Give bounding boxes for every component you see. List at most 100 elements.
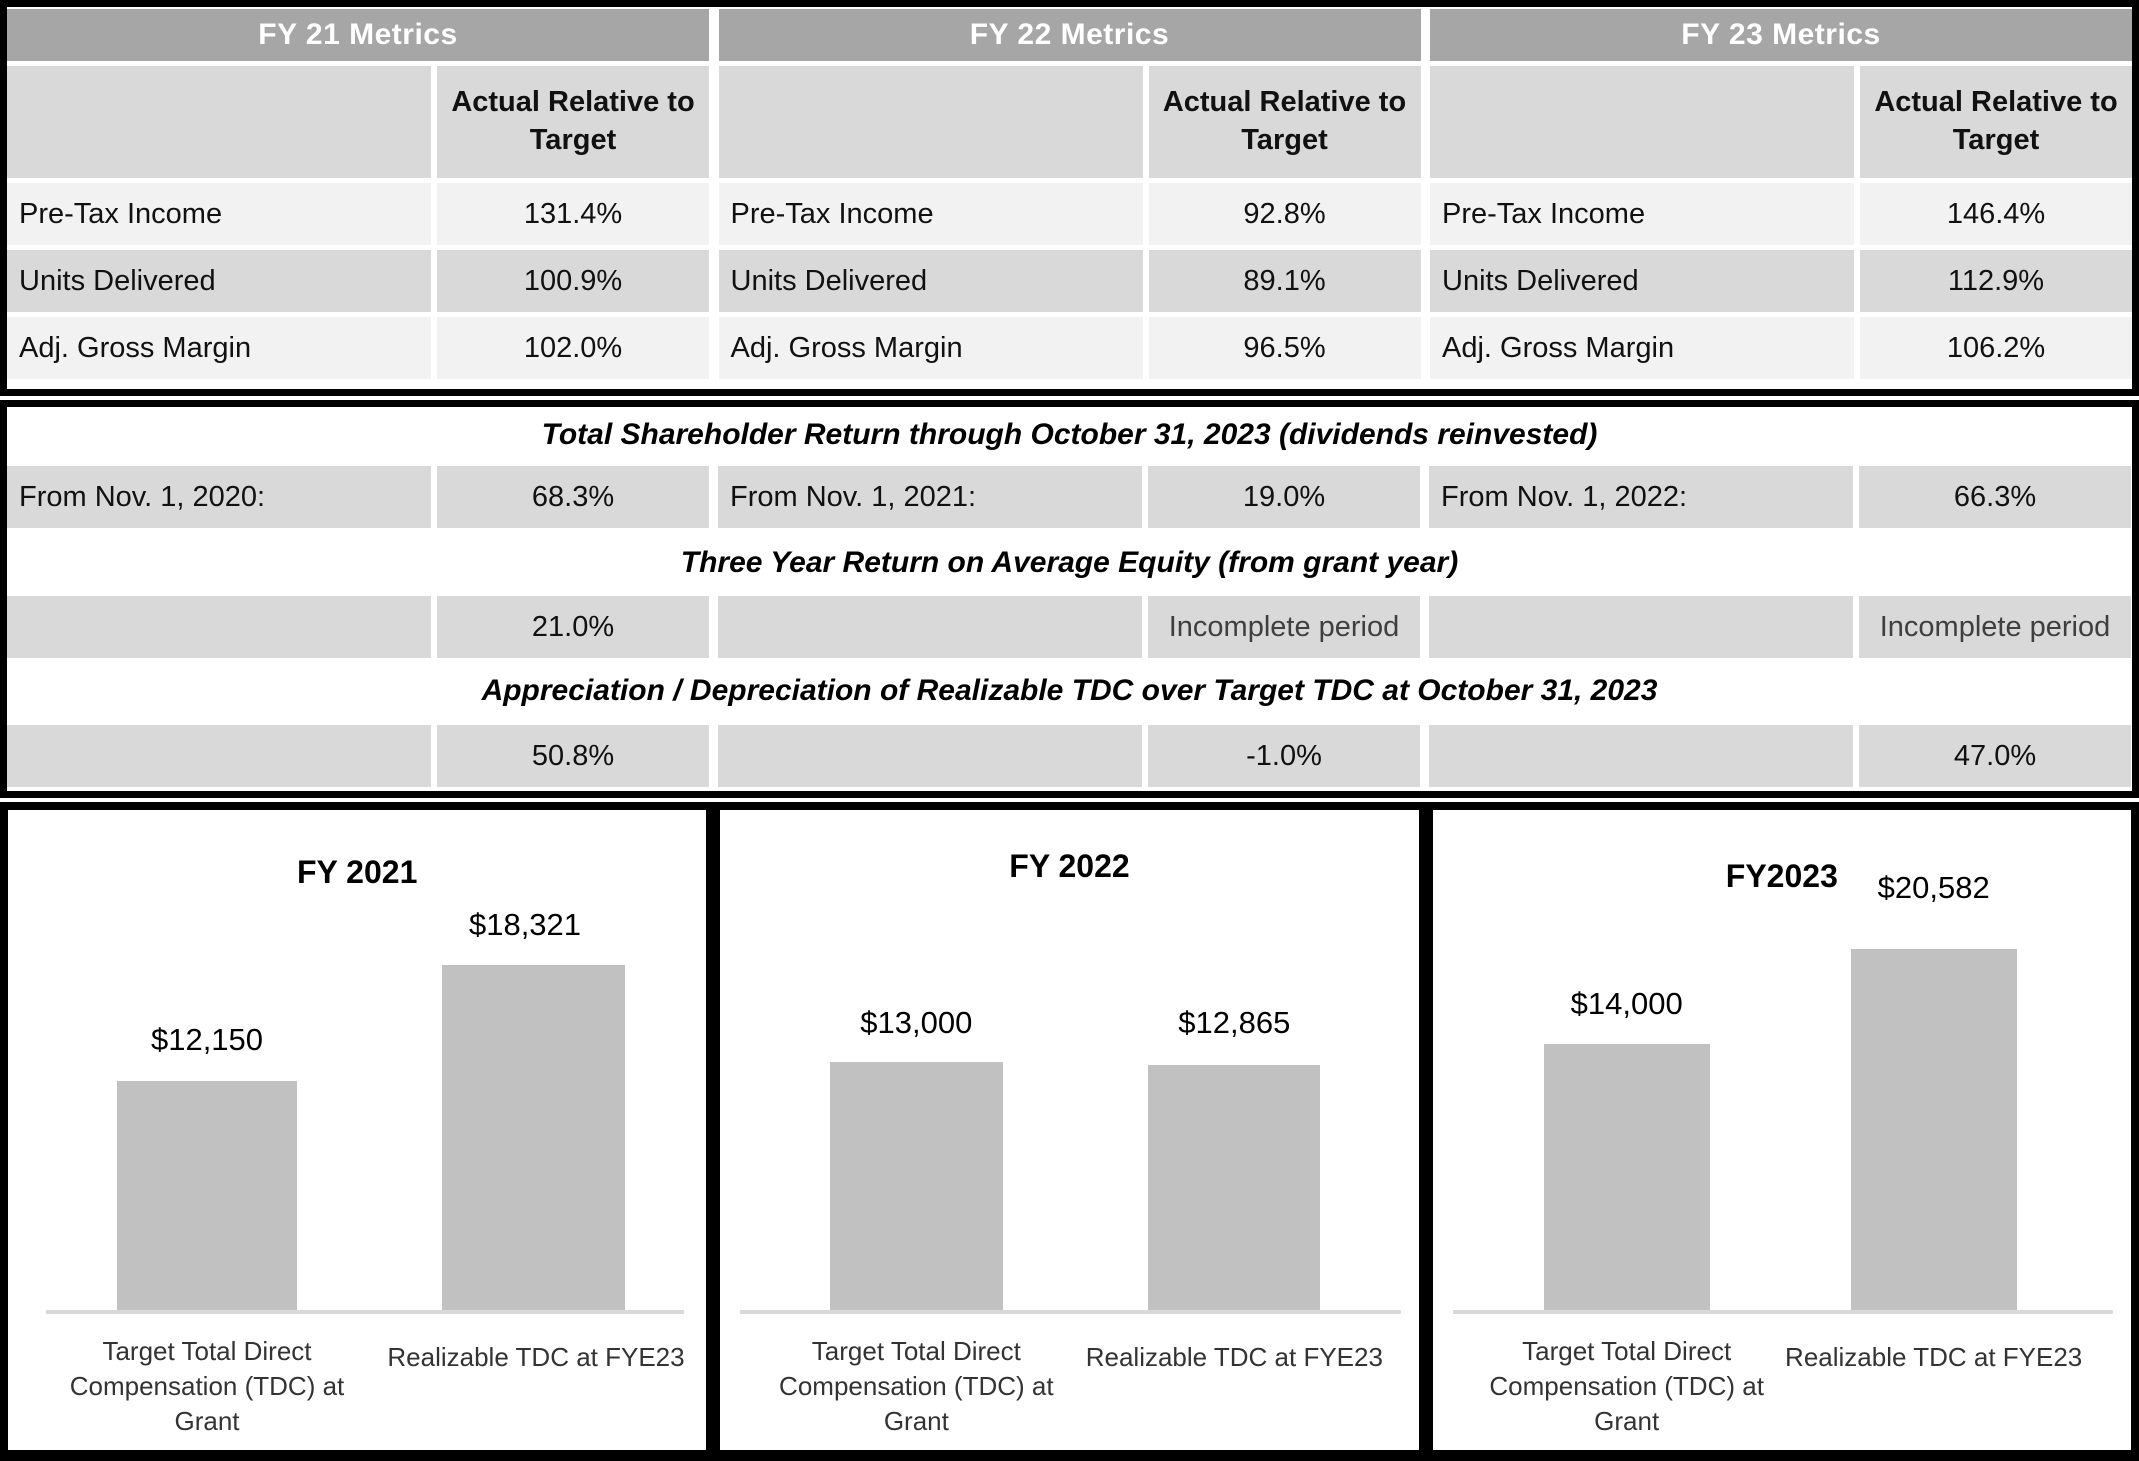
empty-cell (7, 596, 431, 658)
empty-cell (718, 725, 1142, 787)
section-heading-tsr: Total Shareholder Return through October… (7, 407, 2132, 463)
bar-target-tdc (830, 1062, 1004, 1310)
metric-value: 96.5% (1148, 317, 1421, 379)
column-header: Actual Relative to Target (1860, 66, 2132, 178)
table-row: Pre-Tax Income 131.4% (7, 183, 709, 245)
table-row: Adj. Gross Margin 106.2% (1430, 317, 2132, 379)
panel-divider (1418, 810, 1433, 1450)
chart-fy2023: FY2023 $14,000 $20,582 Target Total Dire… (1432, 810, 2131, 1450)
empty-cell (718, 596, 1142, 658)
metric-value: 100.9% (437, 250, 709, 312)
metric-label: Pre-Tax Income (7, 183, 431, 245)
chart-title: FY 2021 (296, 854, 418, 890)
table-row: Units Delivered 112.9% (1430, 250, 2132, 312)
tdc-value: 47.0% (1859, 725, 2131, 787)
metric-value: 146.4% (1860, 183, 2132, 245)
metric-value: 106.2% (1860, 317, 2132, 379)
category-label: Target Total Direct Compensation (TDC) a… (779, 1336, 1054, 1437)
tsr-group-fy23: From Nov. 1, 2022: 66.3% (1429, 466, 2131, 528)
subheader-row: Actual Relative to Target (1430, 66, 2132, 178)
roae-row: 21.0% Incomplete period Incomplete perio… (7, 596, 2132, 658)
charts-block: FY 2021 $12,150 $18,321 Target Total Dir… (0, 802, 2139, 1461)
category-label: Realizable TDC at FYE23 (387, 1342, 685, 1372)
empty-cell (7, 66, 431, 178)
table-row: Units Delivered 100.9% (7, 250, 709, 312)
metric-value: 112.9% (1860, 250, 2132, 312)
period-value: 19.0% (1148, 466, 1420, 528)
empty-cell (1429, 725, 1853, 787)
chart-title: FY2023 (1725, 858, 1838, 894)
metrics-table-fy22: FY 22 Metrics Actual Relative to Target … (718, 9, 1421, 379)
period-label: From Nov. 1, 2021: (718, 466, 1142, 528)
returns-block: Total Shareholder Return through October… (0, 400, 2139, 798)
subheader-row: Actual Relative to Target (718, 66, 1421, 178)
x-axis-line (46, 1310, 685, 1314)
empty-cell (718, 66, 1143, 178)
returns-inner: Total Shareholder Return through October… (7, 407, 2132, 791)
column-header: Actual Relative to Target (437, 66, 709, 178)
table-row: Pre-Tax Income 146.4% (1430, 183, 2132, 245)
bar-value-label: $13,000 (860, 1005, 973, 1040)
category-label: Target Total Direct Compensation (TDC) a… (1489, 1336, 1764, 1437)
category-label: Realizable TDC at FYE23 (1785, 1342, 2083, 1372)
metric-label: Adj. Gross Margin (7, 317, 431, 379)
bar-target-tdc (1543, 1044, 1710, 1310)
column-header: Actual Relative to Target (1148, 66, 1421, 178)
metric-label: Units Delivered (7, 250, 431, 312)
bar-target-tdc (117, 1081, 297, 1310)
tdc-group-fy21: 50.8% (7, 725, 709, 787)
metric-label: Units Delivered (718, 250, 1143, 312)
subheader-row: Actual Relative to Target (7, 66, 709, 178)
metric-value: 92.8% (1148, 183, 1421, 245)
table-row: Pre-Tax Income 92.8% (718, 183, 1421, 245)
tsr-row: From Nov. 1, 2020: 68.3% From Nov. 1, 20… (7, 466, 2132, 528)
table-row: Adj. Gross Margin 96.5% (718, 317, 1421, 379)
table-title-fy21: FY 21 Metrics (7, 9, 709, 61)
tdc-group-fy23: 47.0% (1429, 725, 2131, 787)
x-axis-line (740, 1310, 1401, 1314)
table-row: Units Delivered 89.1% (718, 250, 1421, 312)
charts-row: FY 2021 $12,150 $18,321 Target Total Dir… (8, 810, 2131, 1450)
metrics-tables-row: FY 21 Metrics Actual Relative to Target … (7, 9, 2132, 379)
metrics-table-fy21: FY 21 Metrics Actual Relative to Target … (7, 9, 709, 379)
bar-realizable-tdc (1148, 1065, 1321, 1310)
roae-group-fy22: Incomplete period (718, 596, 1420, 658)
roae-group-fy21: 21.0% (7, 596, 709, 658)
roae-value: 21.0% (437, 596, 709, 658)
period-value: 68.3% (437, 466, 709, 528)
period-label: From Nov. 1, 2022: (1429, 466, 1853, 528)
roae-group-fy23: Incomplete period (1429, 596, 2131, 658)
period-label: From Nov. 1, 2020: (7, 466, 431, 528)
bar-realizable-tdc (442, 965, 625, 1310)
metrics-table-fy23: FY 23 Metrics Actual Relative to Target … (1430, 9, 2132, 379)
table-title-fy23: FY 23 Metrics (1430, 9, 2132, 61)
tdc-value: 50.8% (437, 725, 709, 787)
table-title-fy22: FY 22 Metrics (718, 9, 1421, 61)
metric-label: Adj. Gross Margin (1430, 317, 1854, 379)
tsr-group-fy21: From Nov. 1, 2020: 68.3% (7, 466, 709, 528)
x-axis-line (1452, 1310, 2113, 1314)
table-row: Adj. Gross Margin 102.0% (7, 317, 709, 379)
metric-label: Adj. Gross Margin (718, 317, 1143, 379)
section-heading-tdc: Appreciation / Depreciation of Realizabl… (7, 660, 2132, 722)
roae-value: Incomplete period (1148, 596, 1420, 658)
bar-realizable-tdc (1850, 949, 2017, 1310)
metric-label: Pre-Tax Income (1430, 183, 1854, 245)
chart-fy2022: FY 2022 $13,000 $12,865 Target Total Dir… (720, 810, 1419, 1450)
tdc-row: 50.8% -1.0% 47.0% (7, 725, 2132, 787)
chart-title: FY 2022 (1009, 848, 1130, 884)
category-label: Target Total Direct Compensation (TDC) a… (69, 1336, 345, 1437)
metric-value: 89.1% (1148, 250, 1421, 312)
metrics-tables-block: FY 21 Metrics Actual Relative to Target … (0, 0, 2139, 396)
bar-value-label: $12,150 (150, 1022, 264, 1057)
tsr-group-fy22: From Nov. 1, 2021: 19.0% (718, 466, 1420, 528)
metric-value: 131.4% (437, 183, 709, 245)
section-heading-roae: Three Year Return on Average Equity (fro… (7, 533, 2132, 593)
empty-cell (7, 725, 431, 787)
empty-cell (1430, 66, 1854, 178)
period-value: 66.3% (1859, 466, 2131, 528)
tdc-group-fy22: -1.0% (718, 725, 1420, 787)
bar-value-label: $18,321 (468, 907, 582, 942)
bar-value-label: $20,582 (1877, 870, 1990, 905)
